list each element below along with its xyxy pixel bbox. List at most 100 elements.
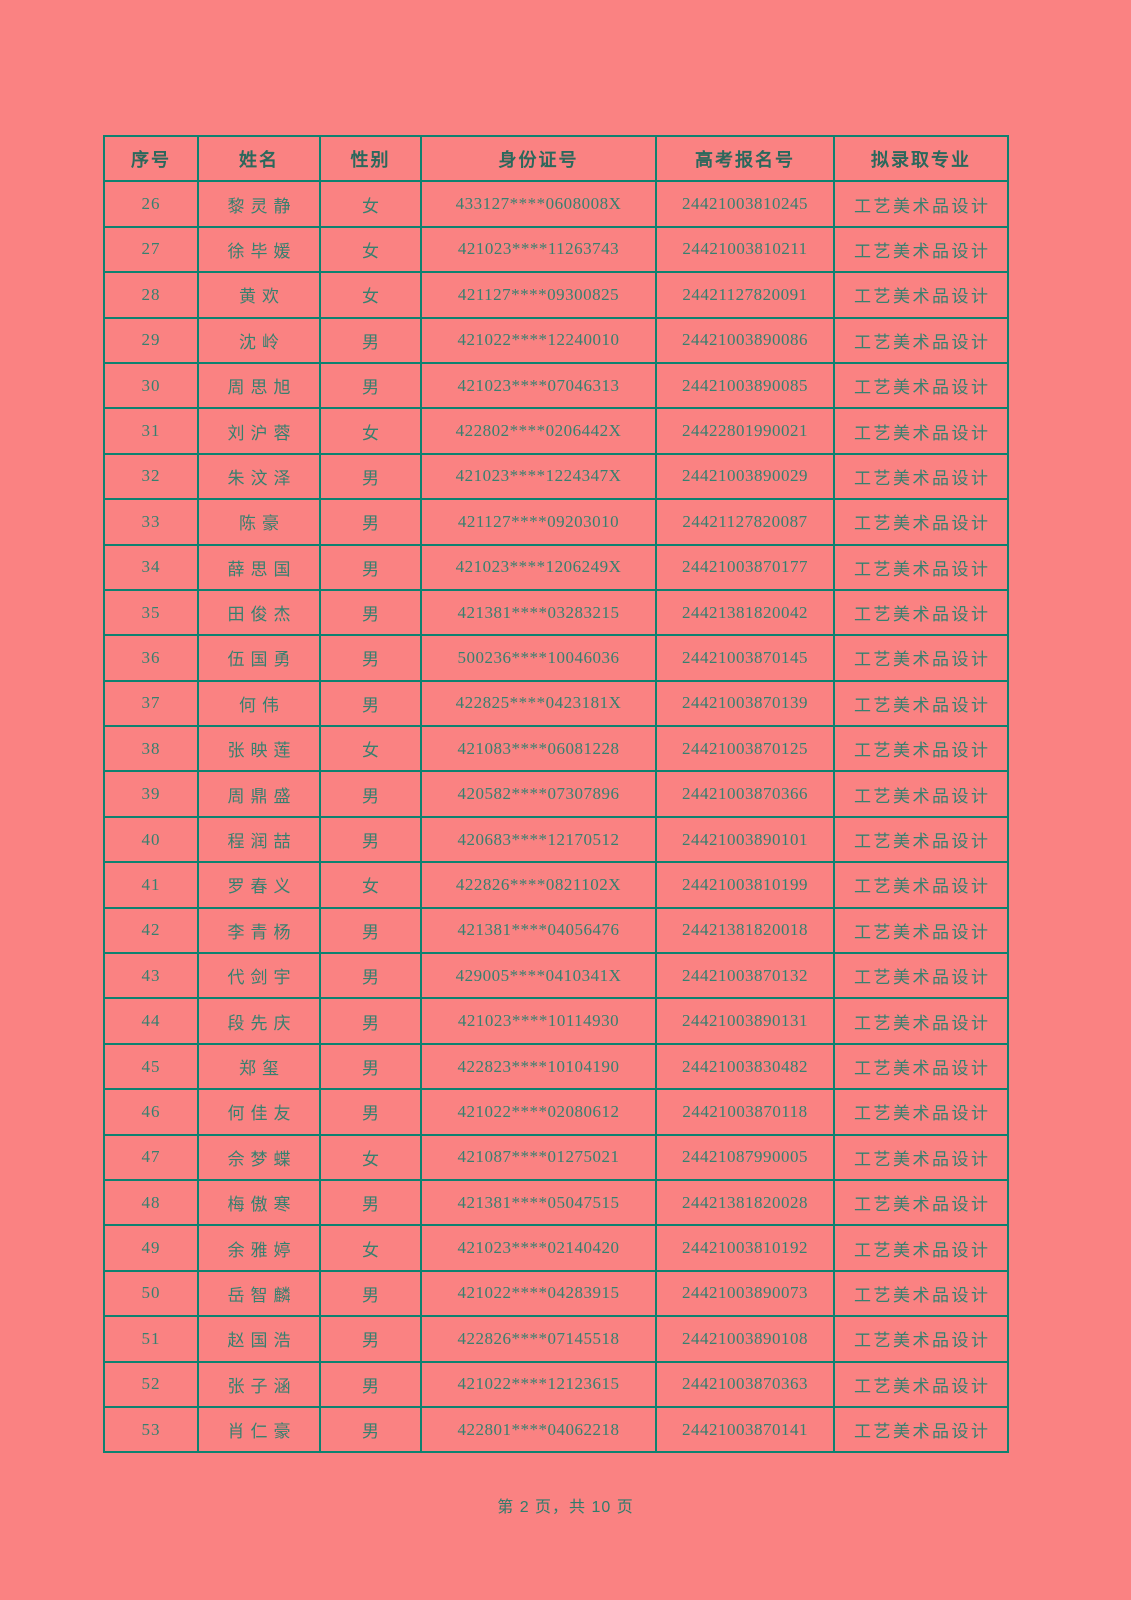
cell-name: 刘沪蓉 [197, 407, 321, 455]
cell-exam_number: 24421381820042 [655, 588, 835, 637]
cell-name: 张子涵 [197, 1360, 321, 1408]
cell-id_number: 422802****0206442X [420, 407, 657, 455]
cell-id_number: 421023****11263743 [420, 225, 657, 274]
table-row: 42 李青杨男 421381****04056476 24421381820018 工艺… [103, 906, 1009, 955]
cell-exam_number: 24422801990021 [655, 407, 835, 455]
cell-name: 周思旭 [197, 361, 321, 410]
cell-major: 工艺美术品设计 [833, 634, 1009, 682]
cell-name: 余雅婷 [197, 1224, 321, 1272]
cell-id_number: 420582****07307896 [420, 770, 657, 818]
cell-major: 工艺美术品设计 [833, 679, 1009, 728]
cell-gender: 男 [319, 952, 422, 1000]
cell-serial: 40 [103, 815, 199, 864]
cell-major: 工艺美术品设计 [833, 906, 1009, 955]
cell-serial: 45 [103, 1042, 199, 1091]
cell-id_number: 422801****04062218 [420, 1405, 657, 1454]
cell-name: 徐毕媛 [197, 225, 321, 274]
cell-exam_number: 24421003890029 [655, 452, 835, 501]
cell-gender: 男 [319, 452, 422, 501]
cell-serial: 27 [103, 225, 199, 274]
cell-exam_number: 24421003890085 [655, 361, 835, 410]
cell-name: 朱汶泽 [197, 452, 321, 501]
cell-serial: 32 [103, 452, 199, 501]
cell-serial: 38 [103, 725, 199, 773]
cell-name: 程润喆 [197, 815, 321, 864]
header-name: 姓名 [197, 134, 321, 183]
table-header-row: 序号 姓名 性别 身份证号 高考报名号 拟录取专业 [103, 134, 1009, 183]
cell-gender: 女 [319, 861, 422, 909]
table-row: 39 周鼎盛男 420582****07307896 24421003870366 工艺… [103, 770, 1009, 818]
cell-serial: 28 [103, 271, 199, 319]
cell-gender: 女 [319, 180, 422, 228]
table-row: 27 徐毕媛女 421023****11263743 24421003810211 工艺… [103, 225, 1009, 274]
cell-name: 段先庆 [197, 997, 321, 1045]
cell-gender: 女 [319, 725, 422, 773]
cell-id_number: 421023****07046313 [420, 361, 657, 410]
cell-major: 工艺美术品设计 [833, 316, 1009, 364]
cell-id_number: 422823****10104190 [420, 1042, 657, 1091]
cell-major: 工艺美术品设计 [833, 861, 1009, 909]
cell-major: 工艺美术品设计 [833, 1088, 1009, 1136]
cell-id_number: 421083****06081228 [420, 725, 657, 773]
table-row: 37 何伟男 422825****0423181X 24421003870139 工艺美… [103, 679, 1009, 728]
table-row: 34 薛思国男 421023****1206249X 24421003870177 工艺… [103, 543, 1009, 591]
cell-exam_number: 24421003810199 [655, 861, 835, 909]
cell-exam_number: 24421003810211 [655, 225, 835, 274]
table-row: 50 岳智麟男 421022****04283915 24421003890073 工艺… [103, 1269, 1009, 1318]
page-indicator: 第 2 页，共 10 页 [497, 1499, 634, 1516]
cell-id_number: 421127****09300825 [420, 271, 657, 319]
cell-serial: 30 [103, 361, 199, 410]
cell-id_number: 422826****07145518 [420, 1315, 657, 1363]
cell-gender: 男 [319, 1405, 422, 1454]
cell-major: 工艺美术品设计 [833, 815, 1009, 864]
cell-exam_number: 24421127820087 [655, 498, 835, 546]
cell-gender: 男 [319, 634, 422, 682]
cell-gender: 女 [319, 407, 422, 455]
cell-major: 工艺美术品设计 [833, 1042, 1009, 1091]
cell-name: 田俊杰 [197, 588, 321, 637]
cell-major: 工艺美术品设计 [833, 180, 1009, 228]
cell-major: 工艺美术品设计 [833, 997, 1009, 1045]
cell-gender: 男 [319, 1042, 422, 1091]
cell-major: 工艺美术品设计 [833, 271, 1009, 319]
cell-gender: 女 [319, 1133, 422, 1181]
cell-id_number: 421023****10114930 [420, 997, 657, 1045]
cell-exam_number: 24421381820028 [655, 1178, 835, 1227]
cell-exam_number: 24421381820018 [655, 906, 835, 955]
cell-name: 佘梦蝶 [197, 1133, 321, 1181]
cell-name: 梅傲寒 [197, 1178, 321, 1227]
cell-id_number: 421127****09203010 [420, 498, 657, 546]
cell-serial: 44 [103, 997, 199, 1045]
cell-id_number: 429005****0410341X [420, 952, 657, 1000]
cell-exam_number: 24421003870177 [655, 543, 835, 591]
cell-exam_number: 24421003890073 [655, 1269, 835, 1318]
cell-gender: 女 [319, 225, 422, 274]
table-row: 31 刘沪蓉女 422802****0206442X 24422801990021 工艺… [103, 407, 1009, 455]
cell-id_number: 421381****05047515 [420, 1178, 657, 1227]
cell-major: 工艺美术品设计 [833, 452, 1009, 501]
header-exam-number: 高考报名号 [655, 134, 835, 183]
cell-serial: 42 [103, 906, 199, 955]
cell-name: 何伟 [197, 679, 321, 728]
cell-major: 工艺美术品设计 [833, 407, 1009, 455]
cell-major: 工艺美术品设计 [833, 770, 1009, 818]
table-row: 36 伍国勇男 500236****10046036 24421003870145 工艺… [103, 634, 1009, 682]
cell-name: 陈豪 [197, 498, 321, 546]
cell-serial: 47 [103, 1133, 199, 1181]
admission-list-table: 序号 姓名 性别 身份证号 高考报名号 拟录取专业 26 黎灵静女 433127**… [103, 134, 1009, 1454]
table-row: 28 黄欢女 421127****09300825 24421127820091 工艺美… [103, 271, 1009, 319]
cell-exam_number: 24421003870145 [655, 634, 835, 682]
cell-gender: 男 [319, 588, 422, 637]
table-row: 32 朱汶泽男 421023****1224347X 24421003890029 工艺… [103, 452, 1009, 501]
cell-gender: 男 [319, 1315, 422, 1363]
cell-serial: 50 [103, 1269, 199, 1318]
cell-id_number: 421023****1206249X [420, 543, 657, 591]
table-row: 45 郑玺男 422823****10104190 24421003830482 工艺美… [103, 1042, 1009, 1091]
cell-serial: 48 [103, 1178, 199, 1227]
table-row: 29 沈岭男 421022****12240010 24421003890086 工艺美… [103, 316, 1009, 364]
cell-major: 工艺美术品设计 [833, 361, 1009, 410]
cell-serial: 39 [103, 770, 199, 818]
cell-gender: 女 [319, 1224, 422, 1272]
cell-major: 工艺美术品设计 [833, 543, 1009, 591]
cell-serial: 35 [103, 588, 199, 637]
